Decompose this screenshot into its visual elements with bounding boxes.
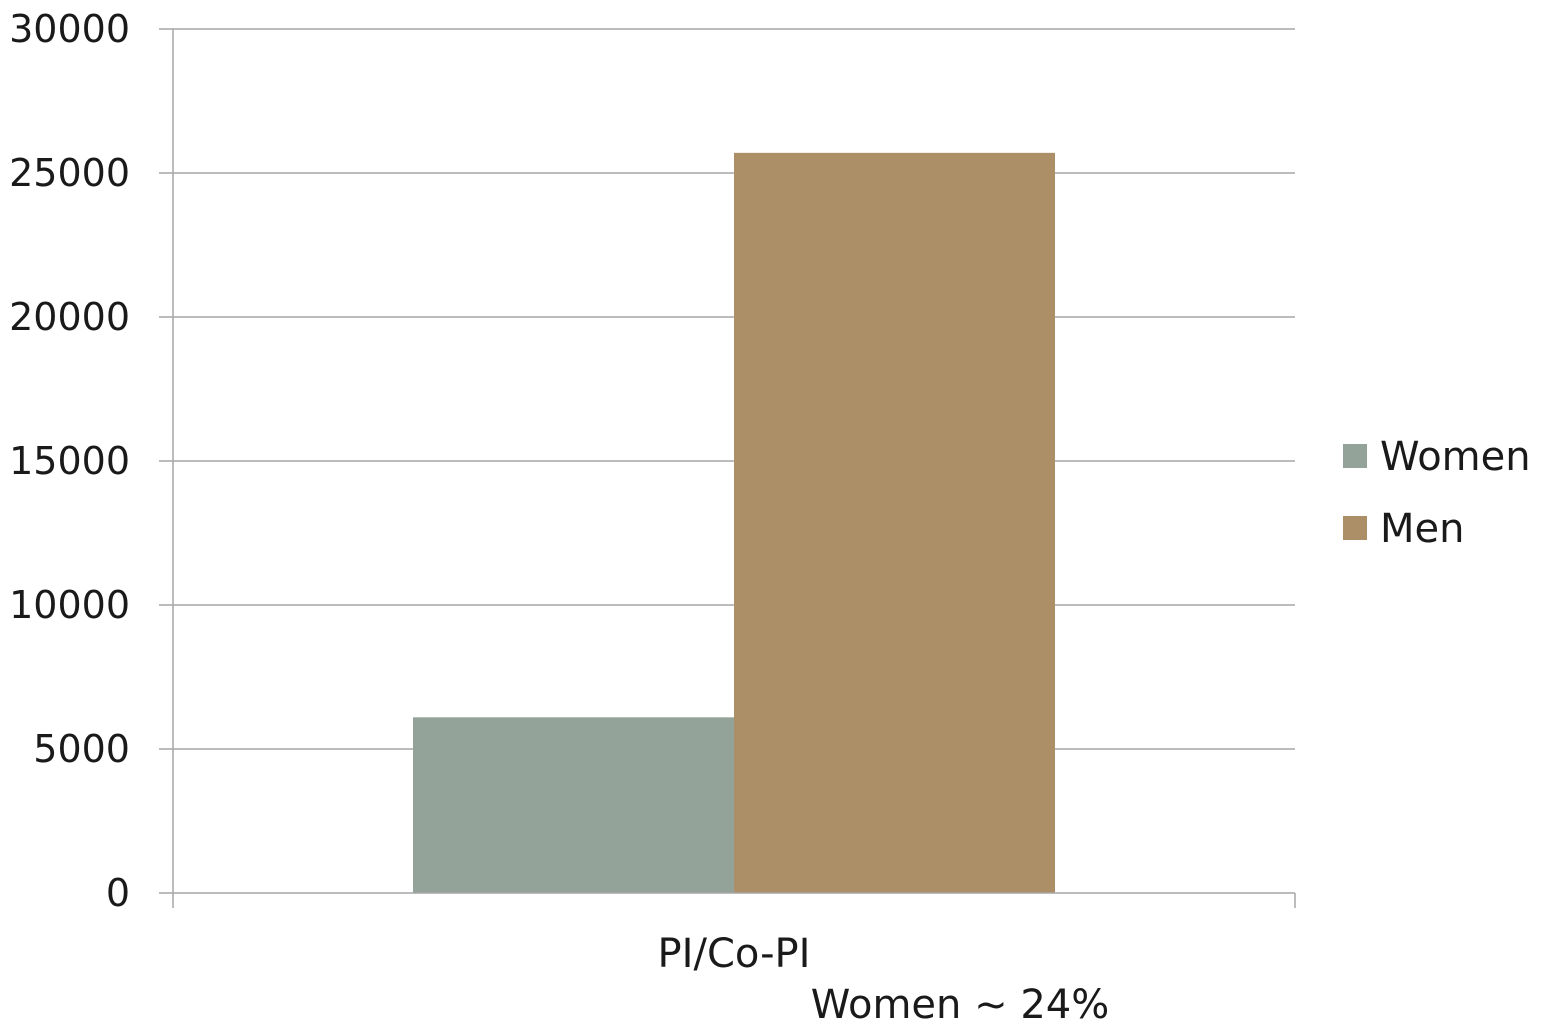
legend-swatch-men [1343, 516, 1367, 540]
x-category-label: PI/Co-PI [658, 931, 811, 977]
legend-swatch-women [1343, 444, 1367, 468]
y-tick-label: 20000 [9, 295, 130, 339]
bar-men [734, 152, 1055, 894]
y-tick-label: 10000 [9, 583, 130, 627]
y-tick-label: 15000 [9, 439, 130, 483]
bar-women [413, 717, 734, 893]
y-tick-label: 0 [106, 871, 130, 915]
y-tick-label: 25000 [9, 151, 130, 195]
bars [413, 152, 1055, 894]
y-tick-label: 5000 [33, 727, 130, 771]
annotation-women-percent: Women ~ 24% [811, 982, 1109, 1026]
legend-label-men: Men [1380, 506, 1464, 552]
y-tick-label: 30000 [9, 7, 130, 51]
axes [159, 28, 1296, 908]
legend-label-women: Women [1380, 434, 1531, 480]
legend: Women Men [1343, 434, 1531, 552]
x-category-labels: PI/Co-PI [658, 931, 811, 977]
y-tick-labels: 0 5000 10000 15000 20000 25000 30000 [9, 7, 130, 915]
